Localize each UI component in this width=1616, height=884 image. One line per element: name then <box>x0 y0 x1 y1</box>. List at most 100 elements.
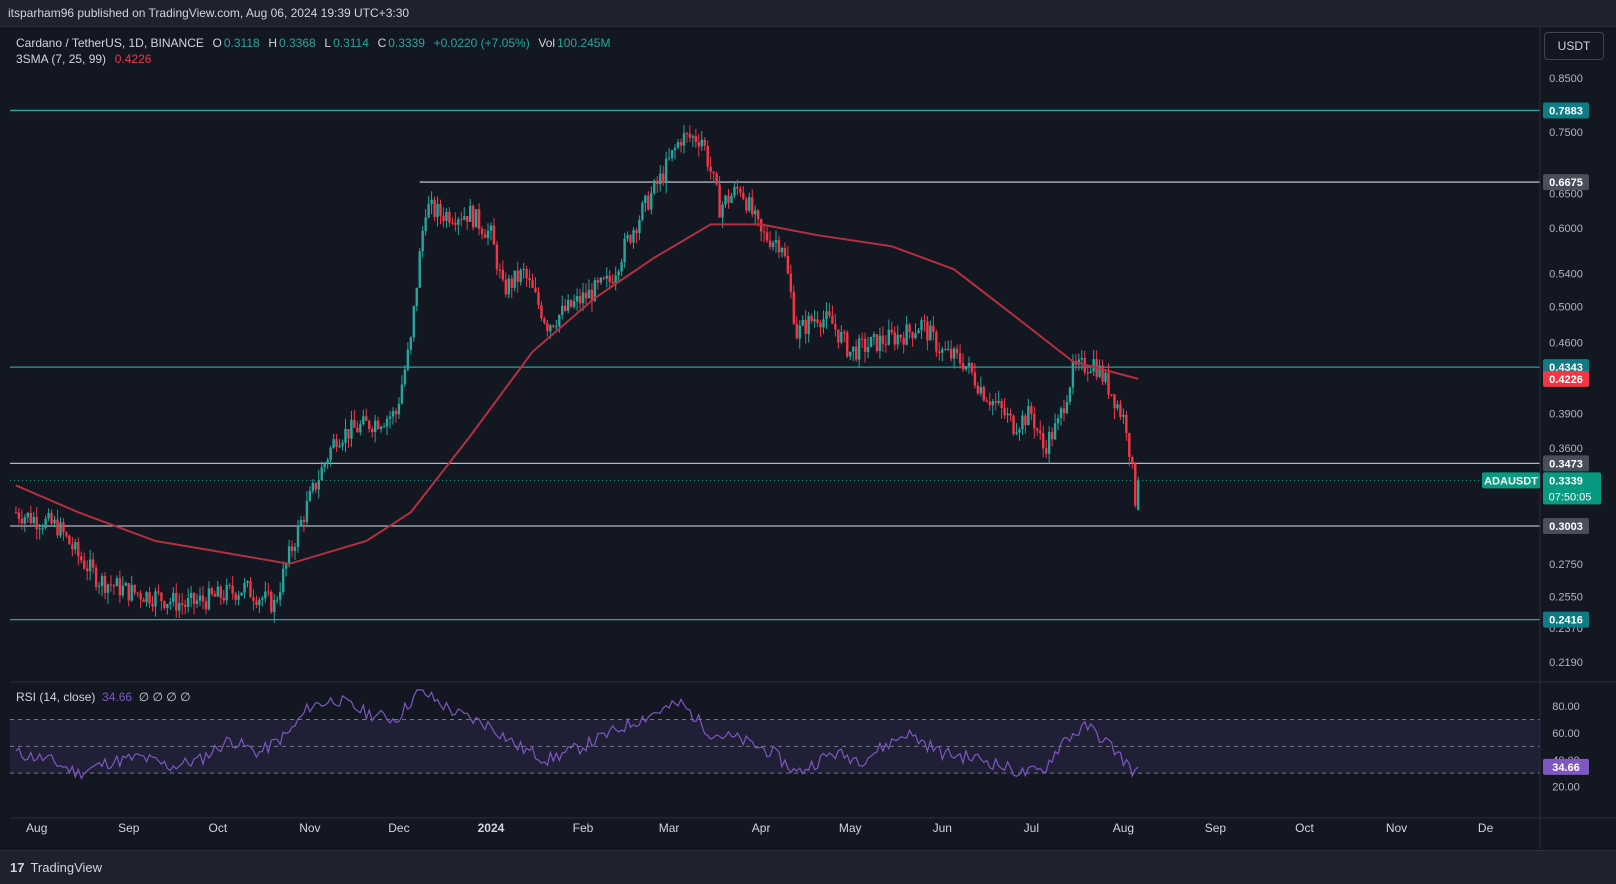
candle-body <box>807 315 810 334</box>
candle-body <box>109 584 113 586</box>
candle-body <box>362 416 365 425</box>
candle-body <box>561 305 564 315</box>
footer-brand[interactable]: TradingView <box>30 860 103 875</box>
candle-body <box>840 331 843 343</box>
candle-body <box>1137 480 1140 510</box>
candle-body <box>172 592 175 602</box>
candle-body <box>68 535 71 545</box>
time-tick: De <box>1478 821 1494 835</box>
price-tick: 0.3600 <box>1549 443 1583 455</box>
candle-body <box>801 319 804 326</box>
candle-body <box>543 318 546 323</box>
candle-body <box>810 315 813 322</box>
candle-body <box>166 604 169 609</box>
candle-body <box>973 372 977 386</box>
candle-body <box>659 173 662 185</box>
candle-body <box>774 240 778 243</box>
time-tick: Feb <box>573 821 594 835</box>
candle-body <box>724 195 727 205</box>
candle-body <box>1006 413 1009 416</box>
candle-body <box>635 230 638 234</box>
price-tick: 0.8500 <box>1549 73 1583 85</box>
sma-label: 0.4226 <box>1549 374 1583 386</box>
candle-body <box>53 519 56 524</box>
candle-body <box>626 235 629 239</box>
candle-body <box>103 575 107 593</box>
candle-body <box>694 136 698 143</box>
candle-body <box>1021 415 1024 430</box>
candle-body <box>519 270 522 282</box>
close-value: 0.3339 <box>388 36 425 50</box>
chart-frame[interactable] <box>8 27 1608 849</box>
candle-body <box>537 291 540 305</box>
level-label-bg <box>1543 102 1589 119</box>
candle-body <box>742 192 745 199</box>
candle-body <box>670 150 674 158</box>
candle-body <box>756 210 760 220</box>
time-tick: Sep <box>1205 821 1227 835</box>
candle-body <box>1065 402 1069 414</box>
candle-body <box>890 329 893 333</box>
candle-body <box>964 366 968 370</box>
candle-body <box>71 544 74 550</box>
candle-body <box>195 600 199 604</box>
currency-button[interactable]: USDT <box>1544 32 1604 60</box>
candle-body <box>317 480 320 490</box>
candle-body <box>881 335 885 344</box>
price-tick: 0.3900 <box>1549 408 1583 420</box>
candle-body <box>1080 357 1084 360</box>
level-label: 0.6675 <box>1549 177 1583 189</box>
candle-body <box>691 136 695 138</box>
candle-body <box>967 362 971 367</box>
candle-body <box>991 401 994 406</box>
candle-body <box>566 299 570 311</box>
candle-body <box>246 581 249 583</box>
high-label: H <box>268 36 278 50</box>
rsi-tick: 20.00 <box>1552 782 1580 794</box>
candle-body <box>510 278 513 288</box>
low-value: 0.3114 <box>333 36 369 50</box>
candle-body <box>507 278 510 295</box>
rsi-last-label: 34.66 <box>1552 762 1580 774</box>
candle-body <box>947 348 950 350</box>
candle-body <box>866 347 870 352</box>
candle-body <box>819 323 822 328</box>
candle-body <box>160 592 163 602</box>
tradingview-logo-icon[interactable]: 17 <box>10 860 25 875</box>
candle-body <box>688 133 692 138</box>
low-label: L <box>324 36 332 50</box>
candle-body <box>118 578 122 596</box>
candle-body <box>504 279 508 295</box>
candle-body <box>436 203 439 217</box>
candle-body <box>1053 423 1057 440</box>
candle-body <box>697 142 701 147</box>
last-price-label: 0.3339 <box>1549 475 1583 487</box>
sma-label[interactable]: 3SMA (7, 25, 99) <box>16 52 107 66</box>
candle-body <box>391 410 395 417</box>
price-tick: 0.5000 <box>1549 301 1583 313</box>
candle-body <box>323 463 326 468</box>
time-tick: Aug <box>1113 821 1134 835</box>
symbol-tag: ADAUSDT <box>1484 475 1538 487</box>
candle-body <box>843 331 846 333</box>
candle-body <box>569 299 573 307</box>
candle-body <box>17 512 21 519</box>
rsi-label[interactable]: RSI (14, close) <box>16 690 96 704</box>
candle-body <box>644 195 647 204</box>
candle-body <box>736 186 739 189</box>
candle-body <box>41 528 44 530</box>
candle-body <box>920 320 923 331</box>
candle-body <box>44 518 47 529</box>
candle-body <box>1110 394 1113 396</box>
candle-body <box>792 291 796 324</box>
candle-body <box>204 601 208 610</box>
candle-body <box>647 195 650 210</box>
candle-body <box>50 513 53 524</box>
candle-body <box>83 560 86 569</box>
candle-body <box>828 311 831 316</box>
candle-body <box>379 426 383 430</box>
time-tick: Jun <box>933 821 952 835</box>
candle-body <box>700 139 703 147</box>
candle-body <box>745 198 748 211</box>
